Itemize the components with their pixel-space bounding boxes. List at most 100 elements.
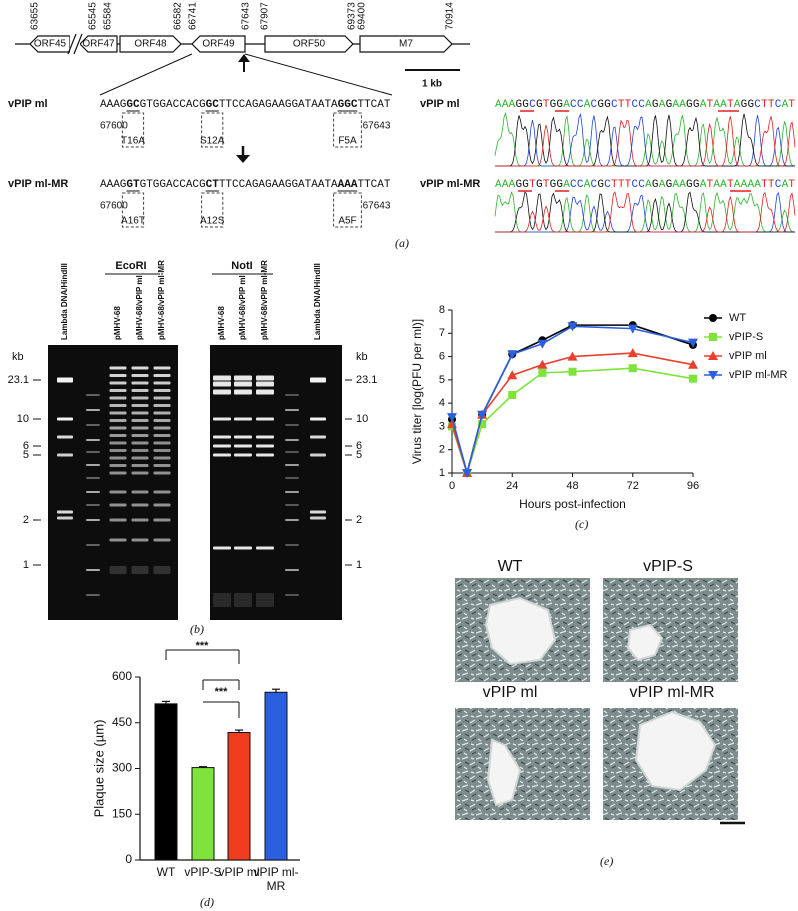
gel-band [131, 411, 149, 415]
y-tick-label: 1 [439, 467, 445, 479]
gel-band [234, 381, 252, 387]
orf-arrow [119, 35, 182, 53]
line [244, 53, 393, 96]
sequence-part: GGC [338, 99, 358, 111]
plaque [486, 738, 522, 807]
bar [264, 691, 288, 861]
gel-band [285, 569, 299, 571]
size-label: 10 [356, 413, 368, 425]
gel-band [153, 518, 171, 522]
sequence-part: GT [126, 179, 140, 191]
orf-label: ORF49 [202, 39, 235, 50]
gel-band [109, 538, 127, 542]
data-point [462, 469, 473, 478]
x-tick-label: 72 [627, 480, 639, 492]
gel-band [234, 593, 252, 607]
gel-band [285, 544, 299, 546]
x-axis-label: Hours post-infection [519, 497, 626, 511]
x-tick-label: 0 [449, 480, 455, 492]
size-label: 6 [356, 440, 362, 452]
gel-band [131, 434, 149, 437]
trace [495, 116, 796, 167]
sequence-part: AAAG [100, 99, 126, 111]
trace-sequence: AAAGGTGTGGACCACGCTTTCCAGAGAAGGATAATAAAAT… [495, 179, 795, 191]
data-point [447, 413, 457, 423]
map-coordinate: 65545 [88, 2, 99, 30]
gel-band [109, 366, 127, 370]
gel-band [109, 411, 127, 415]
gel-band [57, 453, 73, 457]
gel-band [109, 434, 127, 437]
sequence-part: TTCCAGAGAAGGATAATA [219, 99, 338, 111]
gel-band [256, 546, 274, 550]
gel-band [153, 456, 171, 460]
trace [494, 111, 796, 167]
bar [191, 767, 215, 861]
gel-band [131, 566, 149, 574]
line [99, 53, 193, 96]
gel-band [109, 471, 127, 475]
gel-band [153, 566, 171, 574]
legend-label: vPIP ml-MR [729, 369, 788, 381]
gel-band [131, 426, 149, 430]
gel-band [86, 477, 100, 479]
map-coordinate: 66741 [188, 2, 199, 30]
bar [227, 732, 251, 861]
gel-band [153, 441, 171, 445]
line [73, 33, 83, 55]
lane-label: Lambda DNA/HindIII [60, 263, 69, 340]
y-tick-label: 7 [439, 327, 445, 339]
mutation-label: S12A [200, 136, 225, 147]
data-point [477, 410, 488, 420]
gel-band [131, 449, 149, 452]
unit-label: kb [12, 351, 24, 363]
trace [495, 112, 795, 167]
map-coordinate: 67643 [241, 2, 252, 30]
gel-band [131, 490, 149, 494]
row-name: vPIP ml-MR [8, 178, 68, 190]
mutation-label: F5A [338, 136, 357, 147]
gel-band [213, 381, 231, 387]
sequence: AAAGGCGTGGACCACGGCTTCCAGAGAAGGATAATAGGCT… [100, 99, 391, 111]
gel-band [213, 546, 231, 550]
y-tick-label: 0 [125, 852, 132, 866]
scale-label: 1 kb [422, 79, 442, 90]
orf-arrow [191, 35, 246, 53]
gel-band [213, 453, 231, 457]
gel-band [285, 464, 299, 466]
gel-band [213, 435, 231, 439]
orf-label: M7 [399, 39, 413, 50]
sequence: AAAGGTGTGGACCACGCTTTCCAGAGAAGGATAATAAAAT… [100, 179, 391, 191]
data-point [709, 314, 717, 322]
gel-band [153, 503, 171, 507]
lane-label: pMHV-68 [217, 306, 226, 340]
data-point [508, 390, 517, 399]
y-tick-label: 3 [439, 420, 445, 432]
gel-band [256, 375, 274, 381]
gel-band [131, 441, 149, 445]
coordinate: 67643 [363, 201, 391, 212]
gel-band [153, 490, 171, 494]
panel-caption: (a) [395, 236, 409, 250]
gel-band [86, 519, 100, 521]
gel-band [131, 396, 149, 400]
legend-label: WT [729, 312, 746, 324]
y-tick-label: 6 [439, 350, 445, 362]
panel-caption: (e) [600, 854, 613, 868]
trace [495, 113, 795, 167]
gel-band [109, 441, 127, 445]
sequence-part: AAA [338, 179, 358, 191]
image-title: WT [498, 558, 523, 575]
data-point [537, 359, 548, 369]
gel-band [153, 449, 171, 452]
plaque-image [455, 708, 590, 820]
data-point [688, 359, 698, 369]
gel-band [86, 464, 100, 466]
mutation-box [333, 112, 362, 148]
significance: *** [215, 686, 229, 698]
row-name: vPIP ml [8, 98, 48, 110]
lane-label: pMHV-68 [113, 306, 122, 340]
trace [495, 191, 795, 233]
gel-band [131, 419, 149, 422]
